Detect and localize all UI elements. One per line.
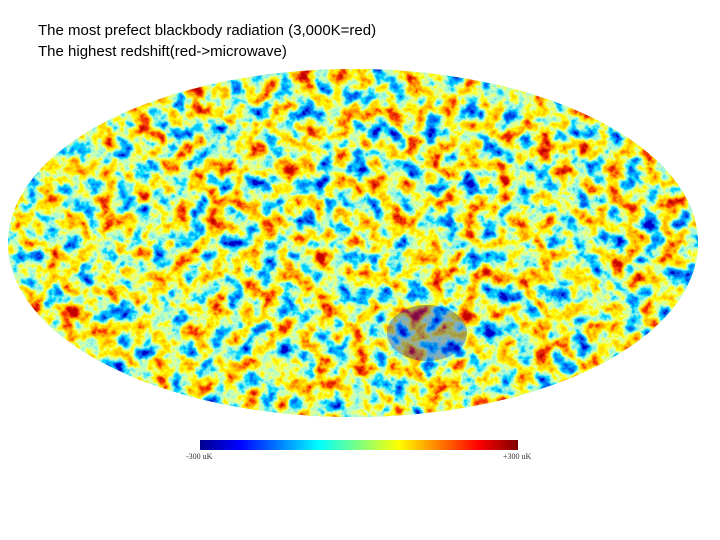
cmb-sky-map (8, 69, 698, 417)
caption-line-2: The highest redshift(red->microwave) (38, 43, 287, 60)
temperature-colorbar (200, 440, 518, 450)
cold-spot (387, 305, 467, 361)
slide-caption: The most prefect blackbody radiation (3,… (38, 20, 376, 62)
caption-line-1: The most prefect blackbody radiation (3,… (38, 22, 377, 39)
colorbar-min-label: -300 uK (186, 452, 213, 461)
colorbar-max-label: +300 uK (503, 452, 532, 461)
sky-map-fill (8, 69, 698, 417)
